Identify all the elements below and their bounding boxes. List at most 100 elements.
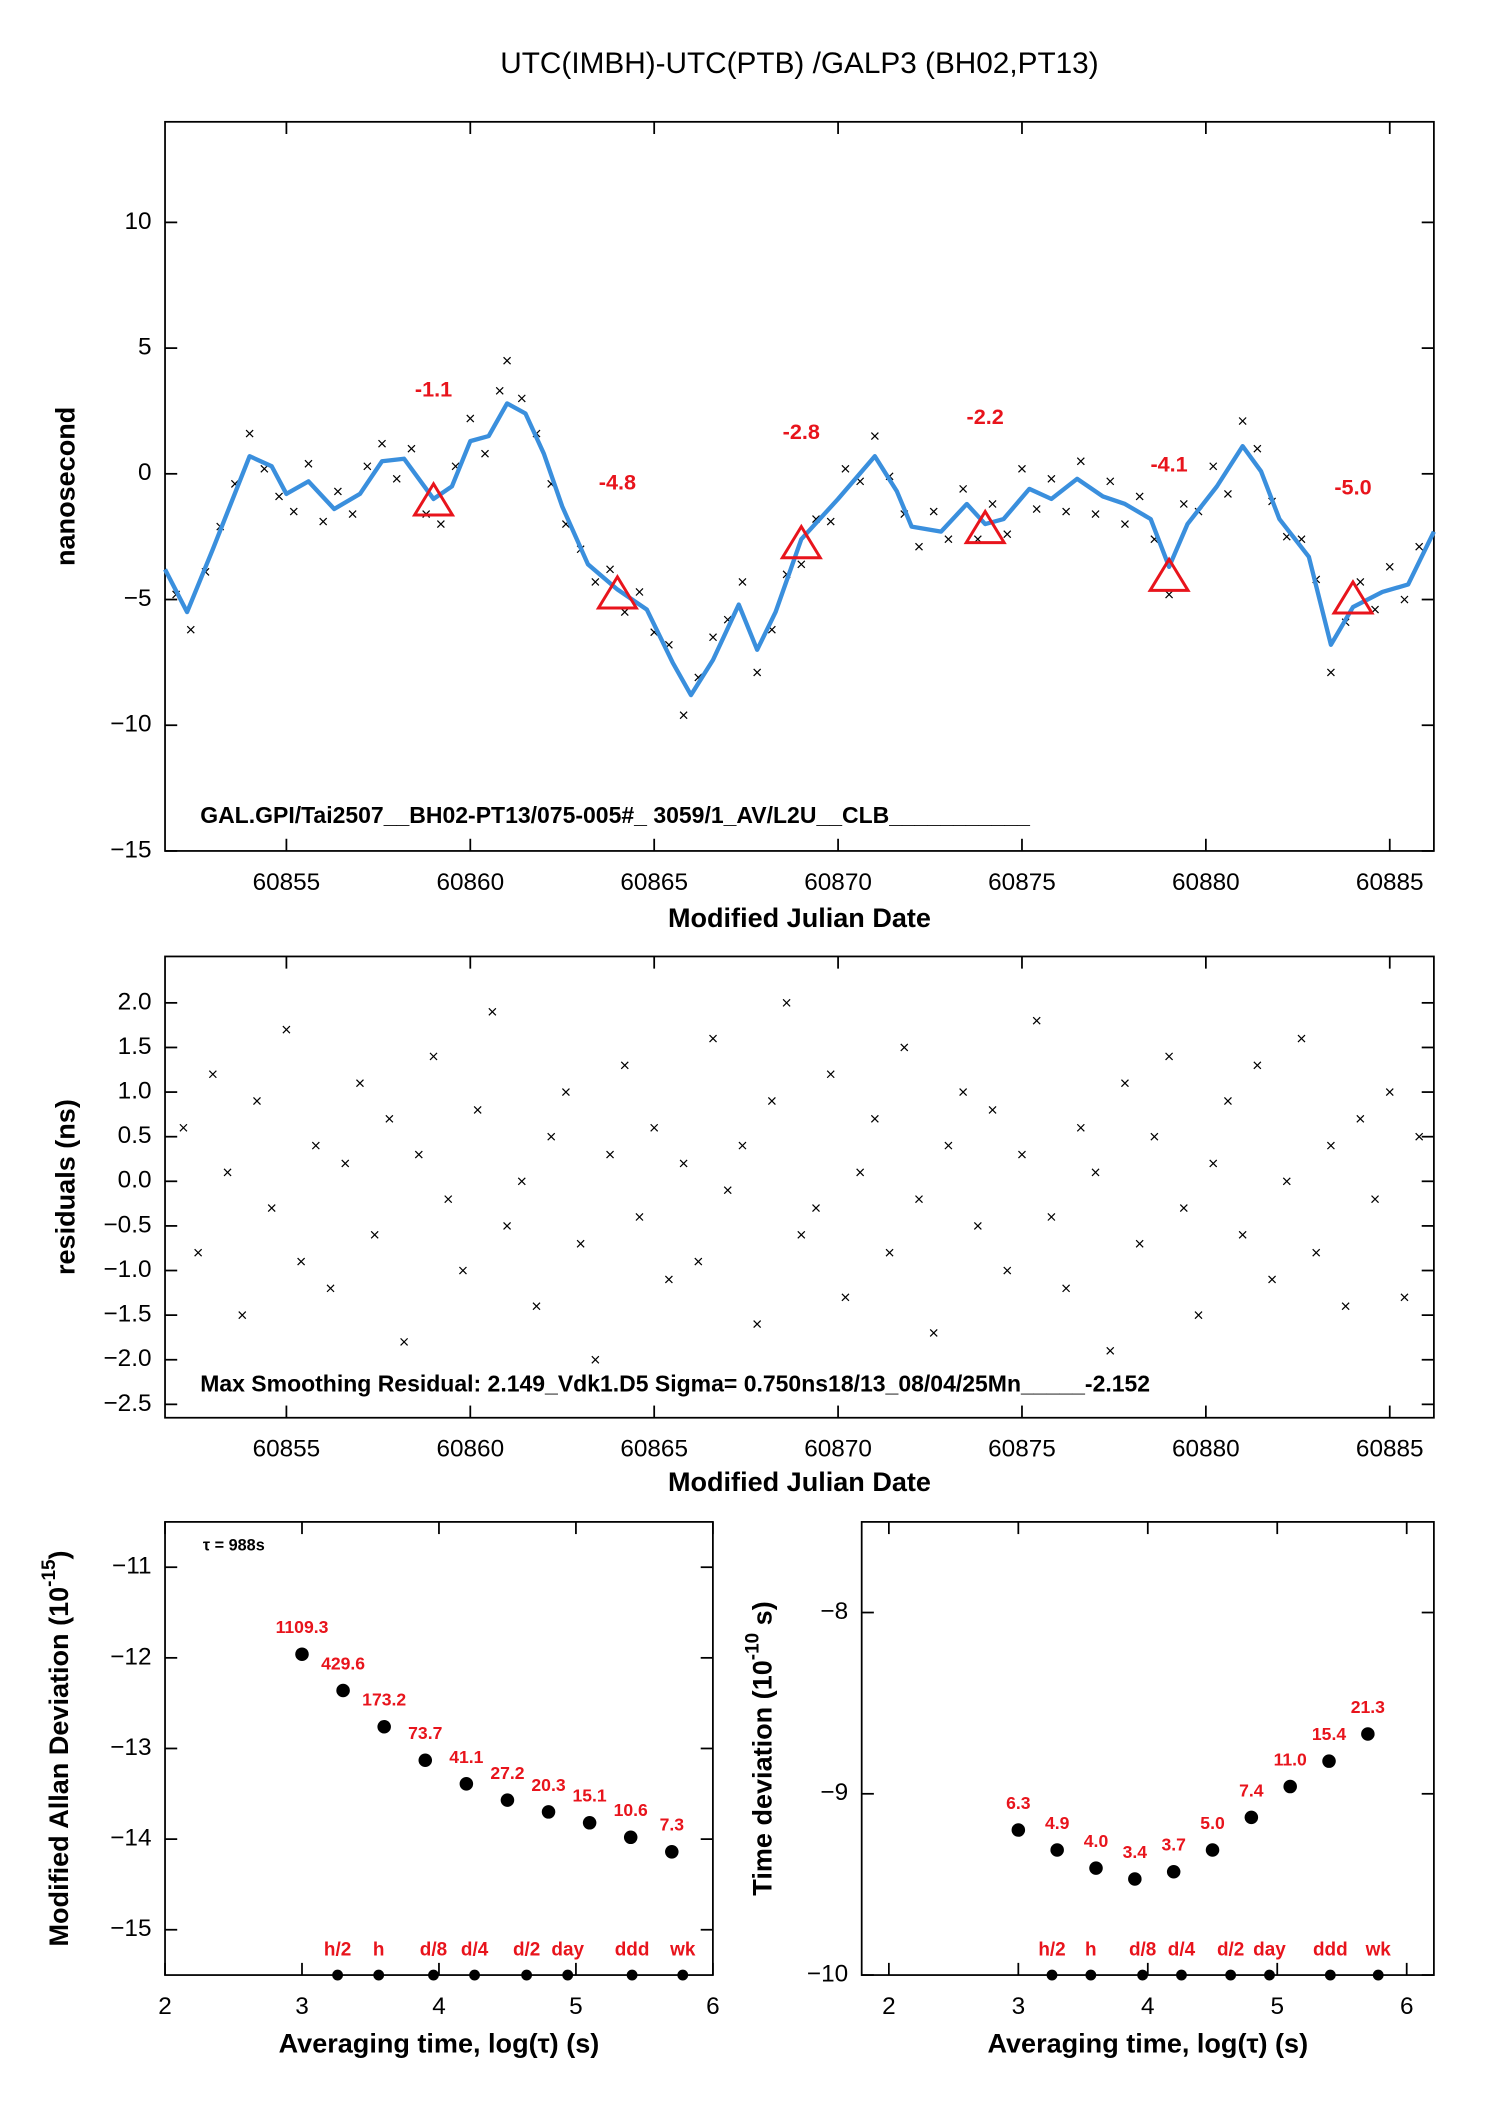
y-axis-label: nanosecond <box>51 407 81 566</box>
data-point <box>311 1141 320 1150</box>
data-point <box>635 1213 644 1221</box>
x-tick-label: 5 <box>1270 1993 1284 2020</box>
data-point <box>1121 1079 1129 1088</box>
time-marker <box>1046 1969 1058 1981</box>
data-point <box>1326 668 1335 677</box>
time-marker-label: day <box>551 1940 584 1961</box>
point-label: 27.2 <box>490 1763 524 1783</box>
y-tick-label: 10 <box>124 208 151 235</box>
x-tick-label: 60865 <box>620 869 688 896</box>
point-label: 1109.3 <box>276 1617 329 1637</box>
data-point <box>517 394 526 403</box>
y-tick-label: 1.5 <box>118 1033 152 1060</box>
data-point <box>429 1052 438 1061</box>
data-point <box>1371 1195 1379 1204</box>
data-point <box>1194 1311 1203 1320</box>
data-point <box>1165 1052 1174 1061</box>
data-point <box>370 1230 379 1239</box>
x-tick-label: 60870 <box>804 869 872 896</box>
data-point <box>929 507 938 516</box>
data-point <box>275 492 283 501</box>
x-tick-label: 5 <box>569 1993 583 2020</box>
point-label: 15.1 <box>573 1786 607 1806</box>
data-point <box>488 1007 497 1016</box>
data-point <box>267 1204 276 1213</box>
data-point <box>1018 464 1026 473</box>
data-point <box>1179 1204 1188 1213</box>
x-tick-label: 60885 <box>1356 1436 1424 1463</box>
annotation: Max Smoothing Residual: 2.149_Vdk1.D5 Si… <box>200 1370 1150 1396</box>
time-marker <box>1137 1969 1149 1981</box>
x-tick-label: 60875 <box>988 869 1056 896</box>
x-tick-label: 60870 <box>804 1436 872 1463</box>
y-axis-label-sup: -15 <box>39 1559 60 1586</box>
data-point <box>1400 1293 1409 1302</box>
x-tick-label: 3 <box>295 1993 309 2020</box>
value-label: -2.2 <box>967 404 1004 429</box>
data-point <box>561 1088 570 1097</box>
data-dot <box>336 1683 350 1698</box>
data-point <box>297 1257 306 1266</box>
data-point <box>1179 500 1188 508</box>
data-point <box>885 1248 894 1257</box>
data-dot <box>665 1845 679 1859</box>
data-dot <box>1166 1864 1181 1879</box>
data-point <box>856 1168 865 1177</box>
data-point <box>841 464 850 473</box>
x-tick-label: 4 <box>432 1993 446 2020</box>
chart-title: UTC(IMBH)-UTC(PTB) /GALP3 (BH02,PT13) <box>500 47 1098 80</box>
data-dot <box>1283 1779 1297 1794</box>
data-point <box>929 1329 938 1337</box>
data-point <box>503 1221 512 1230</box>
value-label: -5.0 <box>1334 474 1371 499</box>
data-point <box>973 1221 982 1230</box>
data-dot <box>295 1647 309 1661</box>
data-point <box>356 1079 364 1088</box>
data-point <box>1209 462 1218 471</box>
data-point <box>289 507 298 516</box>
time-marker-label: d/8 <box>1129 1940 1156 1961</box>
y-tick-label: −11 <box>112 1553 151 1580</box>
data-point <box>709 1034 717 1043</box>
y-axis-label-end: ) <box>44 1550 74 1559</box>
time-marker <box>521 1969 533 1981</box>
point-label: 4.9 <box>1045 1813 1070 1833</box>
data-dot <box>541 1805 556 1819</box>
triangle-marker <box>411 481 456 517</box>
point-label: 7.4 <box>1239 1780 1264 1800</box>
data-point <box>532 1302 541 1311</box>
point-label: 3.7 <box>1161 1835 1185 1855</box>
data-point <box>679 1159 688 1168</box>
y-tick-label: −15 <box>110 836 151 863</box>
time-marker <box>1176 1969 1187 1981</box>
point-label: 15.4 <box>1312 1724 1346 1744</box>
data-point <box>797 1230 806 1239</box>
data-point <box>606 565 615 574</box>
y-tick-label: −2.5 <box>103 1390 151 1417</box>
y-tick-label: −0.5 <box>103 1211 151 1238</box>
data-point <box>517 1177 526 1186</box>
x-tick-label: 6 <box>1400 1993 1414 2020</box>
y-axis-label-sup: -10 <box>742 1633 763 1660</box>
data-point <box>1032 1016 1041 1025</box>
data-point <box>826 517 835 526</box>
time-marker-label: h <box>1085 1940 1097 1961</box>
data-point <box>245 429 254 438</box>
data-point <box>1047 1213 1056 1221</box>
y-tick-label: −2.0 <box>103 1345 151 1372</box>
data-point <box>1223 1097 1232 1105</box>
y-tick-label: 2.0 <box>118 988 152 1015</box>
data-point <box>260 464 269 473</box>
data-point <box>1032 505 1041 513</box>
data-point <box>1297 1034 1306 1043</box>
y-tick-label: −13 <box>110 1734 151 1761</box>
time-marker-label: wk <box>1365 1940 1392 1961</box>
data-point <box>1238 1230 1247 1239</box>
point-label: 6.3 <box>1006 1793 1031 1813</box>
x-tick-label: 60875 <box>988 1436 1056 1463</box>
time-marker-label: h/2 <box>324 1940 351 1961</box>
data-point <box>738 1141 747 1150</box>
time-marker <box>469 1969 480 1981</box>
time-marker <box>677 1969 689 1981</box>
data-dot <box>1205 1843 1220 1857</box>
